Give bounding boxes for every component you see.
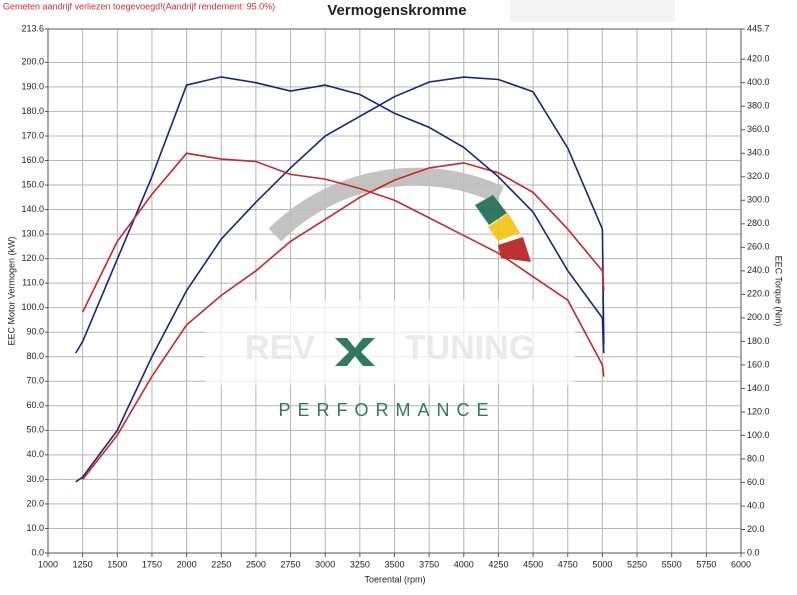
logo-arc	[268, 167, 504, 242]
x-tick-label: 3250	[350, 559, 370, 569]
y2-tick-label: 400.0	[747, 77, 770, 87]
series-line	[81, 152, 605, 377]
grid	[45, 28, 745, 557]
logo-segment	[475, 195, 507, 225]
x-tick-label: 5000	[592, 559, 612, 569]
x-tick-label: 5500	[662, 559, 682, 569]
y-axis-label: EEC Motor Vermogen (kW)	[6, 236, 16, 345]
y2-tick-label: 180.0	[747, 336, 770, 346]
plot-frame	[47, 28, 742, 554]
x-tick-label: 1000	[38, 559, 58, 569]
x-tick-label: 4250	[488, 559, 508, 569]
x-tick-label: 2750	[281, 559, 301, 569]
x-tick-label: 4750	[558, 559, 578, 569]
y-tick-label: 140.0	[21, 204, 44, 214]
y2-tick-label: 160.0	[747, 359, 770, 369]
y-tick-label: 160.0	[21, 155, 44, 165]
y2-tick-label: 0.0	[747, 547, 760, 557]
logo-x	[335, 338, 375, 366]
y-tick-label: 180.0	[21, 106, 44, 116]
logo-word: REV	[245, 329, 315, 367]
y-tick-label: 190.0	[21, 81, 44, 91]
y2-tick-label: 100.0	[747, 430, 770, 440]
x-tick-label: 1500	[107, 559, 127, 569]
series-line	[75, 76, 605, 483]
y-tick-label: 170.0	[21, 130, 44, 140]
x-tick-label: 2500	[246, 559, 266, 569]
x-tick-label: 3000	[315, 559, 335, 569]
y2-tick-label: 280.0	[747, 218, 770, 228]
y2-axis-label: EEC Torque (Nm)	[774, 256, 784, 327]
x-tick-label: 5250	[627, 559, 647, 569]
y2-tick-label: 240.0	[747, 265, 770, 275]
y2-tick-label: 200.0	[747, 312, 770, 322]
y2-tick-label: 360.0	[747, 124, 770, 134]
y-tick-label: 30.0	[26, 474, 44, 484]
y2-tick-label: 20.0	[747, 524, 765, 534]
y-tick-label: 60.0	[26, 400, 44, 410]
x-tick-label: 4000	[454, 559, 474, 569]
y2-tick-label: 40.0	[747, 500, 765, 510]
logo-word: PERFORMANCE	[278, 400, 495, 420]
title-box	[510, 0, 675, 22]
x-tick-label: 5750	[696, 559, 716, 569]
logo-segment	[488, 213, 520, 241]
y-tick-label: 130.0	[21, 228, 44, 238]
y2-tick-label: 320.0	[747, 171, 770, 181]
subtitle: Gemeten aandrijf verliezen toegevoegd!(A…	[3, 1, 275, 11]
x-tick-label: 6000	[731, 559, 751, 569]
x-tick-label: 3750	[419, 559, 439, 569]
y-tick-label: 40.0	[26, 449, 44, 459]
x-tick-label: 2000	[177, 559, 197, 569]
y-tick-label: 70.0	[26, 376, 44, 386]
y2-tick-label: 380.0	[747, 101, 770, 111]
series-line	[82, 162, 605, 480]
x-axis-label: Toerental (rpm)	[364, 574, 425, 584]
x-tick-label: 1750	[142, 559, 162, 569]
y-tick-label: 213.6	[21, 23, 44, 33]
y2-tick-label: 300.0	[747, 195, 770, 205]
y-tick-label: 10.0	[26, 523, 44, 533]
y2-tick-label: 445.7	[747, 23, 770, 33]
lines	[75, 76, 605, 483]
y-tick-label: 100.0	[21, 302, 44, 312]
chart-title: Vermogenskromme	[327, 2, 466, 19]
y-tick-label: 80.0	[26, 351, 44, 361]
series-line	[75, 76, 605, 354]
y-tick-label: 120.0	[21, 253, 44, 263]
y-tick-label: 50.0	[26, 425, 44, 435]
y2-tick-label: 340.0	[747, 148, 770, 158]
x-tick-label: 3500	[384, 559, 404, 569]
logo: REV TUNING PERFORMANCE	[205, 167, 575, 420]
y-tick-label: 110.0	[22, 278, 44, 288]
y2-tick-label: 220.0	[747, 289, 770, 299]
x-tick-label: 1250	[73, 559, 93, 569]
y2-tick-label: 120.0	[747, 406, 770, 416]
logo-word: TUNING	[405, 329, 535, 367]
x-tick-label: 2250	[211, 559, 231, 569]
y2-tick-label: 60.0	[747, 477, 765, 487]
y2-tick-label: 140.0	[747, 383, 770, 393]
y2-tick-label: 420.0	[747, 54, 770, 64]
y2-tick-label: 80.0	[747, 453, 765, 463]
logo-backdrop	[205, 300, 575, 385]
y-tick-label: 150.0	[21, 179, 44, 189]
y-tick-label: 20.0	[26, 498, 44, 508]
y-tick-label: 0.0	[31, 547, 44, 557]
y-tick-label: 200.0	[21, 57, 44, 67]
x-tick-label: 4500	[523, 559, 543, 569]
y-tick-label: 90.0	[26, 327, 44, 337]
logo-segment	[498, 237, 531, 262]
y2-tick-label: 260.0	[747, 242, 770, 252]
